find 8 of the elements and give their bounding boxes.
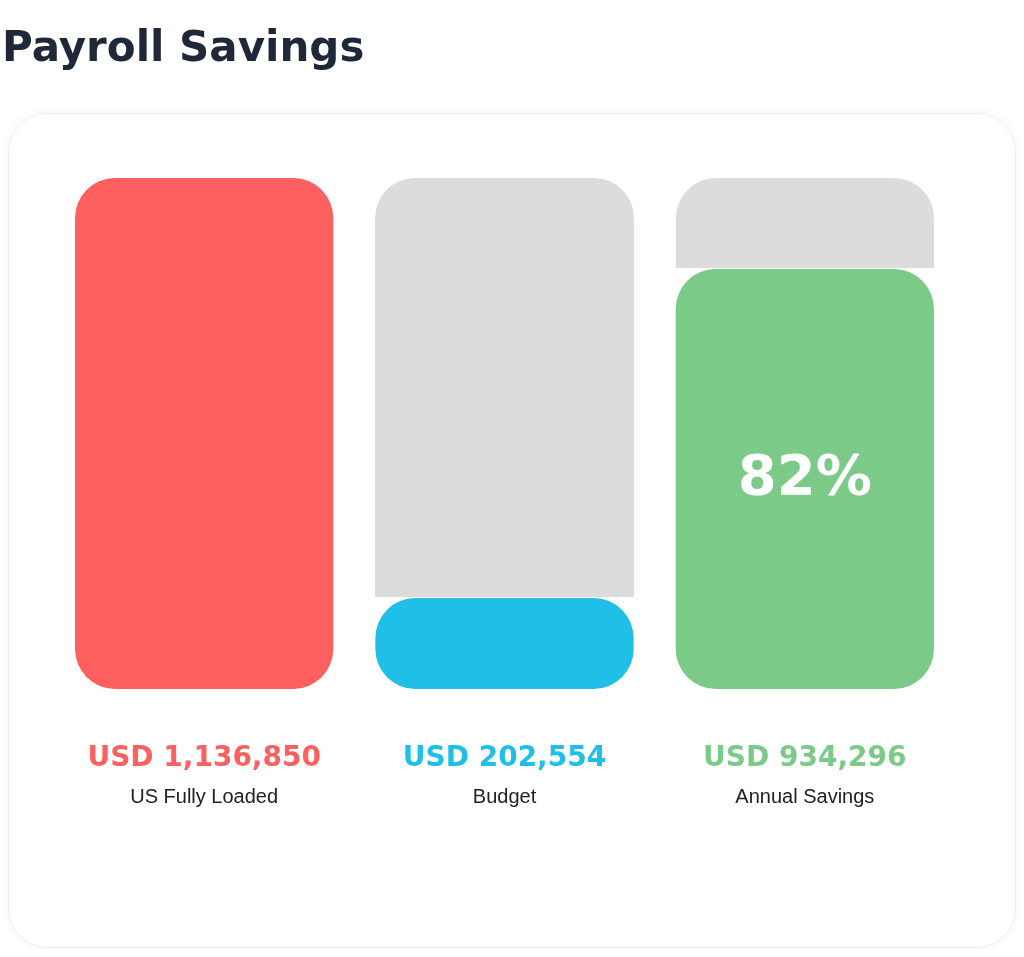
data-label: USD 202,554: [402, 740, 607, 774]
x-tick-label: Budget: [472, 784, 537, 807]
chart-title: Payroll Savings: [2, 22, 365, 71]
data-label: USD 934,296: [703, 740, 907, 774]
x-tick-label: Annual Savings: [735, 784, 875, 807]
data-label: USD 1,136,850: [87, 740, 321, 774]
x-tick-label: US Fully Loaded: [130, 784, 279, 807]
annotation: 82%: [737, 441, 872, 507]
